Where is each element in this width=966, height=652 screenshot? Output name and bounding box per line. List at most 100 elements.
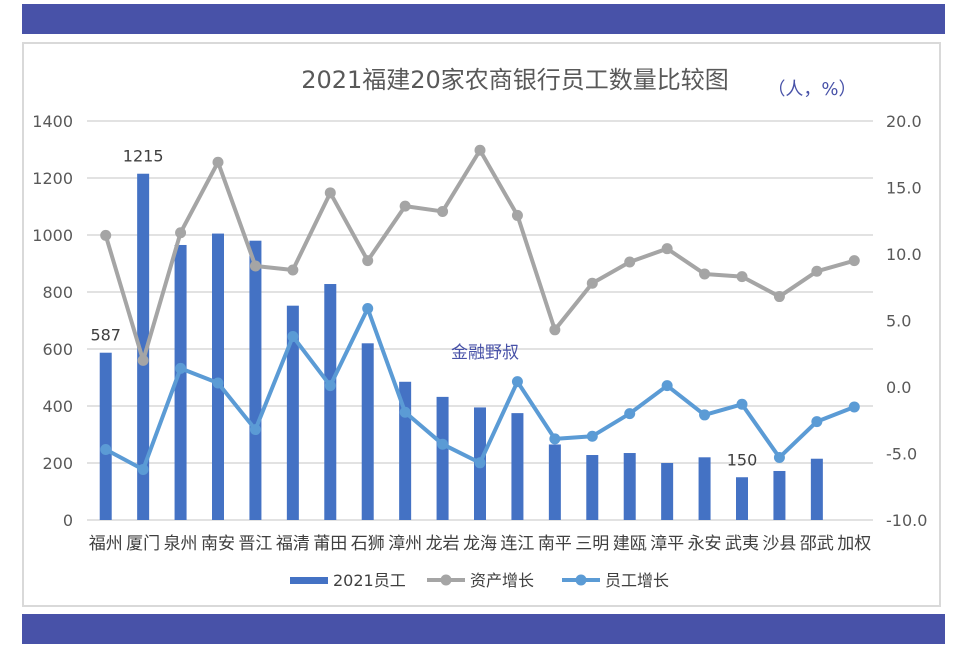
y-left-tick: 1200	[32, 169, 73, 188]
point-员工增长-龙岩	[437, 438, 449, 450]
point-员工增长-福清	[287, 330, 299, 342]
point-资产增长-永安	[699, 268, 711, 280]
bar-漳平	[661, 463, 674, 520]
bar-南安	[212, 233, 224, 520]
point-员工增长-南平	[549, 433, 561, 445]
legend-label: 资产增长	[470, 571, 534, 590]
bottom-banner	[22, 614, 945, 644]
bar-厦门	[137, 173, 150, 520]
bar-南平	[548, 444, 561, 520]
point-资产增长-石狮	[362, 255, 374, 267]
x-tick-label: 漳州	[388, 534, 422, 554]
point-员工增长-漳州	[399, 406, 411, 418]
x-tick-label: 龙岩	[426, 534, 460, 554]
y-left-tick: 400	[42, 397, 73, 416]
y-left-tick: 800	[42, 283, 73, 302]
x-tick-label: 建瓯	[613, 534, 647, 554]
data-label: 1215	[123, 147, 164, 166]
point-员工增长-三明	[586, 430, 598, 442]
bar-石狮	[361, 343, 374, 520]
y-right-tick: -10.0	[886, 511, 927, 530]
point-资产增长-连江	[511, 209, 523, 221]
bar-连江	[511, 413, 524, 520]
y-left-tick: 1400	[32, 112, 73, 131]
x-tick-label: 沙县	[762, 534, 796, 554]
x-tick-label: 莆田	[313, 534, 347, 554]
point-员工增长-武夷	[736, 398, 748, 410]
point-员工增长-邵武	[811, 416, 823, 428]
x-tick-label: 石狮	[351, 534, 385, 554]
data-label: 150	[727, 450, 758, 469]
point-资产增长-福州	[100, 229, 112, 241]
x-tick-label: 南安	[201, 534, 235, 554]
chart-frame	[22, 42, 941, 607]
x-tick-label: 福州	[89, 534, 123, 554]
bar-福州	[99, 352, 112, 520]
x-tick-label: 武夷	[725, 534, 759, 554]
point-资产增长-南安	[212, 156, 224, 168]
y-left-tick: 1000	[32, 226, 73, 245]
x-tick-label: 泉州	[164, 534, 198, 554]
x-tick-label: 加权	[837, 534, 871, 554]
point-员工增长-晋江	[249, 424, 261, 436]
y-right-tick: 15.0	[886, 179, 922, 198]
legend-label: 员工增长	[605, 571, 669, 590]
point-员工增长-莆田	[324, 380, 336, 392]
point-资产增长-龙海	[474, 144, 486, 156]
legend-label: 2021员工	[333, 571, 406, 590]
x-tick-label: 三明	[575, 534, 609, 554]
point-员工增长-沙县	[773, 451, 785, 463]
bar-晋江	[249, 240, 262, 520]
bar-三明	[586, 455, 599, 520]
point-资产增长-福清	[287, 264, 299, 276]
x-tick-label: 晋江	[238, 534, 272, 554]
point-资产增长-邵武	[811, 265, 823, 277]
x-tick-label: 邵武	[800, 534, 834, 554]
unit-note: （人，%）	[767, 79, 856, 100]
bar-武夷	[736, 477, 748, 520]
point-员工增长-建瓯	[624, 408, 636, 420]
x-tick-label: 龙海	[463, 534, 497, 554]
point-员工增长-漳平	[661, 380, 673, 392]
point-员工增长-连江	[511, 376, 523, 388]
bar-邵武	[810, 458, 823, 520]
point-员工增长-石狮	[362, 303, 374, 315]
y-right-tick: 10.0	[886, 245, 922, 264]
chart-title: 2021福建20家农商银行员工数量比较图	[301, 66, 729, 94]
bar-建瓯	[623, 453, 636, 520]
point-资产增长-漳州	[399, 200, 411, 212]
bar-永安	[698, 457, 711, 520]
legend-swatch	[290, 577, 328, 584]
y-left-tick: 200	[42, 454, 73, 473]
y-right-tick: 0.0	[886, 378, 911, 397]
bar-福清	[286, 305, 299, 520]
point-资产增长-三明	[586, 277, 598, 289]
y-left-tick: 600	[42, 340, 73, 359]
top-banner	[22, 4, 945, 34]
x-tick-label: 南平	[538, 534, 572, 554]
point-资产增长-莆田	[324, 187, 336, 199]
point-员工增长-厦门	[137, 463, 149, 475]
watermark: 金融野叔	[451, 343, 519, 363]
point-资产增长-厦门	[137, 354, 149, 366]
point-资产增长-泉州	[175, 227, 187, 239]
point-员工增长-永安	[699, 409, 711, 421]
x-tick-label: 厦门	[126, 534, 160, 554]
point-资产增长-加权	[848, 255, 860, 267]
point-资产增长-沙县	[773, 291, 785, 303]
x-tick-label: 连江	[500, 534, 534, 554]
point-员工增长-福州	[100, 444, 112, 456]
bar-龙岩	[436, 396, 449, 520]
x-tick-label: 永安	[688, 534, 722, 554]
legend-marker	[440, 574, 452, 586]
legend-marker	[575, 574, 587, 586]
point-资产增长-漳平	[661, 243, 673, 255]
point-员工增长-龙海	[474, 457, 486, 469]
point-员工增长-南安	[212, 377, 224, 389]
point-资产增长-武夷	[736, 271, 748, 283]
bar-莆田	[324, 284, 337, 520]
point-资产增长-建瓯	[624, 256, 636, 268]
point-员工增长-泉州	[175, 362, 187, 374]
x-tick-label: 福清	[276, 534, 310, 554]
